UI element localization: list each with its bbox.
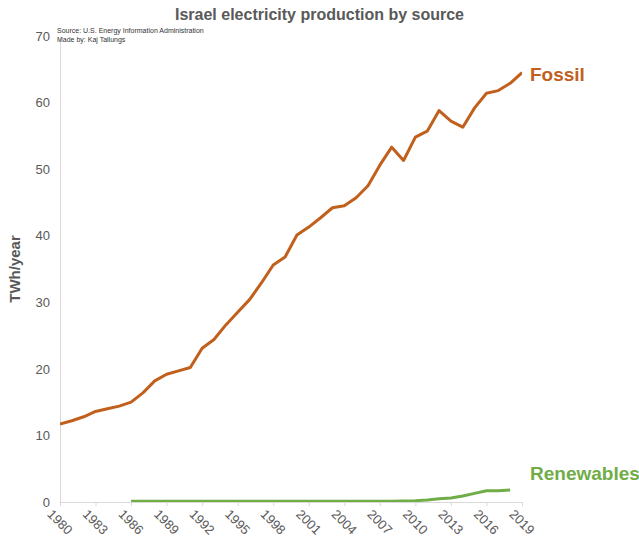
series-line <box>131 490 510 501</box>
x-tick-label: 2004 <box>329 506 360 537</box>
x-tick-mark <box>202 502 203 506</box>
series-lines <box>60 73 522 502</box>
x-tick-label: 1986 <box>116 506 147 537</box>
x-tick-mark <box>451 502 452 506</box>
x-tick-mark <box>415 502 416 506</box>
y-tick: 50 <box>36 162 60 177</box>
x-tick-label: 2019 <box>506 506 537 537</box>
x-tick-mark <box>167 502 168 506</box>
x-axis-line <box>61 502 523 503</box>
x-tick-mark <box>238 502 239 506</box>
y-tick-label: 50 <box>36 162 50 177</box>
y-axis-title: TWh/year <box>6 235 23 303</box>
x-tick-label: 1998 <box>258 506 289 537</box>
x-tick-label: 2001 <box>293 506 324 537</box>
plot: 0 10 20 30 40 50 60 70 1980198319861989199219951… <box>36 29 639 538</box>
x-tick: 1998 <box>258 502 289 538</box>
x-tick: 1992 <box>187 502 218 538</box>
x-axis: 1980198319861989199219951998200120042007… <box>44 502 537 538</box>
x-tick-mark <box>131 502 132 506</box>
y-tick: 0 <box>43 495 60 510</box>
series-label: Renewables <box>530 463 639 484</box>
series-line <box>60 73 522 424</box>
title: Israel electricity production by source <box>175 6 464 23</box>
x-tick: 1983 <box>80 502 111 538</box>
y-axis: 0 10 20 30 40 50 60 70 <box>36 29 61 510</box>
series-label: Fossil <box>530 64 585 85</box>
x-tick-label: 2007 <box>364 506 395 537</box>
x-tick-mark <box>522 502 523 506</box>
x-tick-label: 2016 <box>471 506 502 537</box>
x-tick-label: 1989 <box>151 506 182 537</box>
x-tick: 1980 <box>44 502 75 538</box>
x-tick: 2001 <box>293 502 324 538</box>
x-tick-mark <box>309 502 310 506</box>
x-tick-mark <box>344 502 345 506</box>
x-tick-label: 1995 <box>222 506 253 537</box>
annotation: Source: U.S. Energy Information Administ… <box>57 27 204 35</box>
y-tick-label: 30 <box>36 295 50 310</box>
y-tick-label: 60 <box>36 95 50 110</box>
x-tick-label: 1980 <box>44 506 75 537</box>
x-tick: 2007 <box>364 502 395 538</box>
y-tick: 60 <box>36 95 60 110</box>
x-tick: 2004 <box>329 502 360 538</box>
x-tick: 1986 <box>116 502 147 538</box>
x-tick-label: 1992 <box>187 506 218 537</box>
x-tick-label: 2010 <box>400 506 431 537</box>
x-tick-mark <box>96 502 97 506</box>
y-tick-label: 70 <box>36 29 50 44</box>
y-tick: 30 <box>36 295 60 310</box>
x-tick: 1989 <box>151 502 182 538</box>
x-tick: 2019 <box>506 502 537 538</box>
x-tick-mark <box>380 502 381 506</box>
x-tick-label: 1983 <box>80 506 111 537</box>
x-tick: 2016 <box>471 502 502 538</box>
x-tick-label: 2013 <box>435 506 466 537</box>
y-tick-label: 10 <box>36 428 50 443</box>
y-tick: 20 <box>36 362 60 377</box>
x-tick-mark <box>273 502 274 506</box>
y-tick-label: 0 <box>43 495 50 510</box>
x-tick: 1995 <box>222 502 253 538</box>
y-tick: 10 <box>36 428 60 443</box>
x-tick-mark <box>486 502 487 506</box>
y-tick-label: 40 <box>36 228 50 243</box>
chart: 0 10 20 30 40 50 60 70 1980198319861989199219951… <box>0 0 639 555</box>
x-tick: 2010 <box>400 502 431 538</box>
y-tick-label: 20 <box>36 362 50 377</box>
y-axis-line <box>60 37 61 503</box>
y-tick: 40 <box>36 228 60 243</box>
x-tick-mark <box>60 502 61 506</box>
annotation: Made by: Kaj Tallungs <box>57 36 126 44</box>
series-labels: Fossil Renewables <box>530 64 639 484</box>
x-tick: 2013 <box>435 502 466 538</box>
